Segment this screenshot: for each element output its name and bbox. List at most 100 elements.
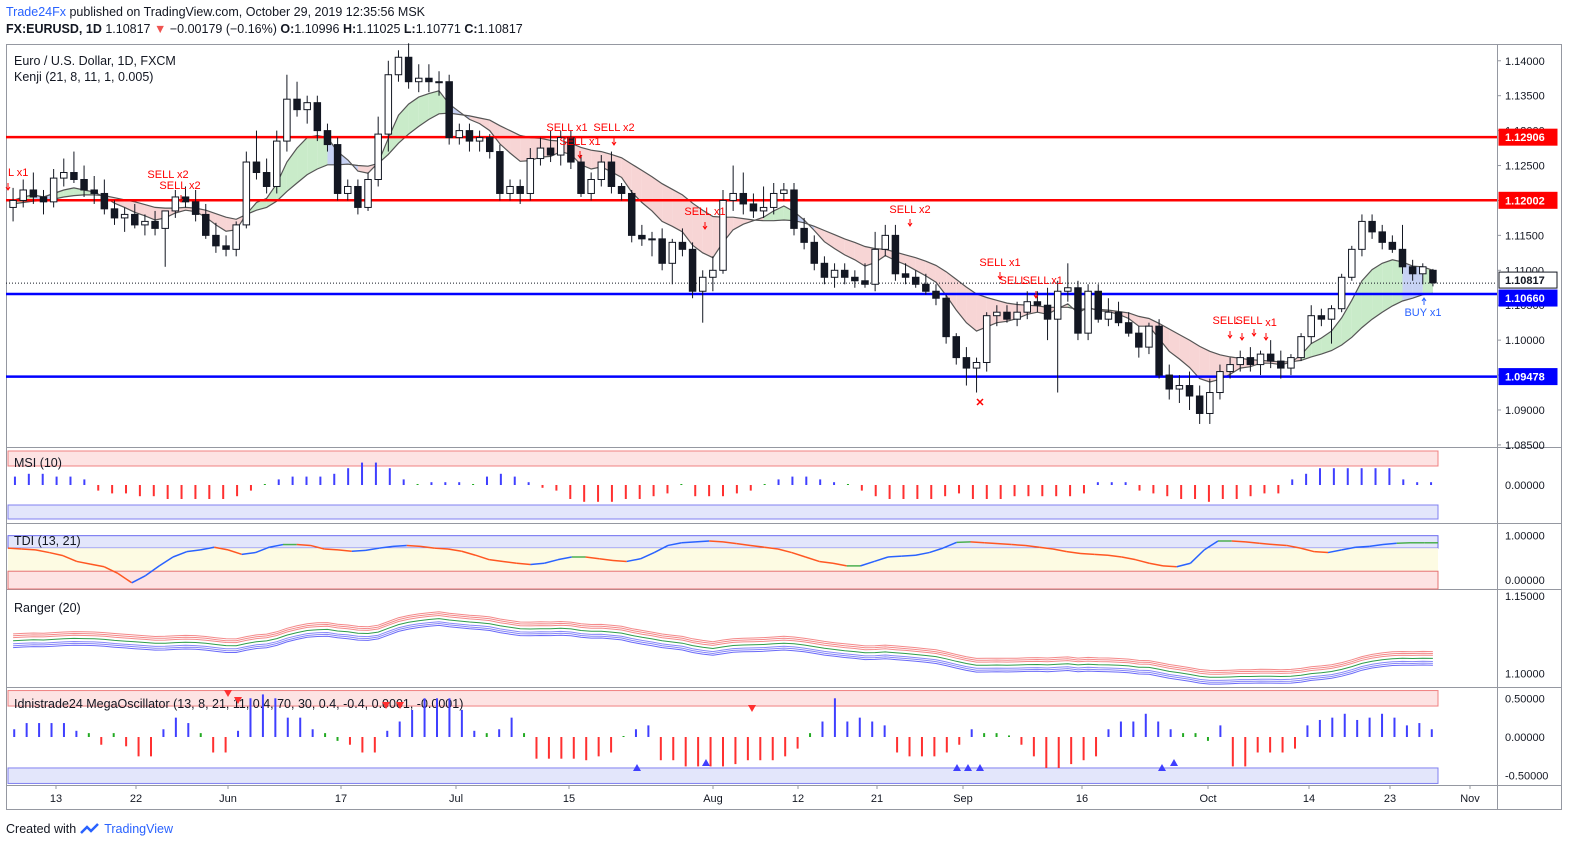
sell-arrow-icon xyxy=(5,183,11,191)
tdi-lower-zone xyxy=(7,570,1439,590)
mega-bar xyxy=(1206,737,1209,741)
tdi-line-segment xyxy=(241,551,256,556)
bear-candle xyxy=(293,98,301,111)
bear-candle xyxy=(1114,311,1123,324)
bear-candle xyxy=(425,77,433,83)
indicator-title: Kenji (21, 8, 11, 1, 0.005) xyxy=(14,70,153,84)
kenji-ribbon-segment xyxy=(956,279,967,323)
bear-candle xyxy=(678,241,687,250)
tdi-line-segment xyxy=(475,554,490,561)
tdi-tick-label: 0.00000 xyxy=(1505,575,1545,587)
mega-bar xyxy=(784,737,787,757)
buy-triangle-icon xyxy=(964,764,972,771)
tdi-line-segment xyxy=(392,544,407,548)
msi-bar xyxy=(41,473,44,485)
bull-candle xyxy=(526,158,535,194)
sell-arrow-icon xyxy=(577,151,583,159)
publisher-link[interactable]: Trade24Fx xyxy=(6,5,66,19)
bear-candle xyxy=(546,147,555,156)
bear-candle xyxy=(1277,360,1285,369)
msi-bar xyxy=(1096,482,1099,485)
time-tick-label: 15 xyxy=(563,793,575,805)
tdi-line-segment xyxy=(970,541,985,544)
sell-signal-label: SELL x2 xyxy=(159,180,200,192)
sell-triangle-icon xyxy=(396,702,404,709)
close-label: C: xyxy=(464,22,478,36)
mega-bar xyxy=(1045,737,1048,768)
mega-bar xyxy=(771,737,774,761)
sell-signal-label: SELL xyxy=(1000,275,1027,287)
mega-bar xyxy=(100,737,103,745)
bear-candle xyxy=(901,273,910,278)
mega-bar xyxy=(833,698,836,737)
sell-signal-label: SELL x2 xyxy=(147,169,188,181)
bear-candle xyxy=(638,234,646,240)
bull-candle xyxy=(60,172,68,179)
bear-candle xyxy=(323,130,332,146)
mega-bar xyxy=(1318,719,1321,737)
sell-arrow-icon xyxy=(1239,333,1245,341)
msi-bar xyxy=(985,485,988,499)
bear-candle xyxy=(1398,248,1407,268)
tdi-line-segment xyxy=(984,542,999,545)
msi-bar xyxy=(180,485,183,499)
bear-candle xyxy=(1266,353,1275,362)
sell-signal-label: SELL x1 xyxy=(979,257,1020,269)
bull-candle xyxy=(1064,287,1072,292)
mega-bar xyxy=(672,737,675,761)
bear-candle xyxy=(1195,395,1204,414)
mega-bar xyxy=(25,723,28,737)
msi-bar xyxy=(319,476,322,485)
msi-bar xyxy=(1082,485,1085,494)
msi-bar xyxy=(69,476,72,485)
mega-bar xyxy=(1082,737,1085,761)
tradingview-link[interactable]: TradingView xyxy=(104,822,173,836)
bear-candle xyxy=(911,276,920,285)
msi-bar xyxy=(1194,485,1197,499)
bull-candle xyxy=(830,269,839,278)
msi-bar xyxy=(735,485,738,494)
mega-bar xyxy=(896,737,899,753)
kenji-ribbon-segment xyxy=(966,287,977,332)
tdi-line-segment xyxy=(1259,542,1274,546)
msi-bar xyxy=(527,482,530,485)
msi-bar xyxy=(305,476,308,485)
tdi-line-segment xyxy=(269,543,284,548)
msi-bar xyxy=(277,479,280,485)
bull-candle xyxy=(1419,266,1427,275)
kenji-ribbon-segment xyxy=(1179,334,1190,368)
sell-arrow-icon xyxy=(702,222,708,230)
msi-bar xyxy=(749,485,752,491)
bull-candle xyxy=(881,234,890,250)
tdi-line-segment xyxy=(557,556,572,561)
bull-candle xyxy=(1104,311,1113,320)
tdi-line-segment xyxy=(1245,541,1260,544)
kenji-ribbon-segment xyxy=(652,176,663,222)
tdi-line-segment xyxy=(1094,553,1109,556)
mega-bar xyxy=(411,709,414,737)
mega-upper-band xyxy=(7,690,1439,707)
mega-bar xyxy=(1107,729,1110,737)
tdi-line-segment xyxy=(1052,548,1067,553)
bull-candle xyxy=(19,189,27,201)
mega-title: Idnistrade24 MegaOscillator (13, 8, 21, … xyxy=(14,697,463,711)
chart-title: Euro / U.S. Dollar, 1D, FXCM xyxy=(14,54,176,68)
mega-bar xyxy=(871,721,874,737)
mega-bar xyxy=(150,737,152,757)
tdi-line-segment xyxy=(653,544,669,554)
kenji-ribbon-segment xyxy=(733,217,744,230)
msi-bar xyxy=(1318,468,1321,485)
tdi-line-segment xyxy=(516,562,531,566)
bear-candle xyxy=(516,185,524,194)
bear-candle xyxy=(252,161,261,174)
price-tick-label: 1.10000 xyxy=(1505,335,1545,347)
bear-candle xyxy=(1185,385,1194,397)
kenji-ribbon-segment xyxy=(1189,340,1200,379)
tdi-line-segment xyxy=(406,544,421,548)
mega-bar xyxy=(597,737,600,757)
created-with-text: Created with xyxy=(6,822,77,836)
bull-candle xyxy=(384,74,393,135)
tdi-line-segment xyxy=(90,563,105,568)
msi-bar xyxy=(416,484,419,485)
